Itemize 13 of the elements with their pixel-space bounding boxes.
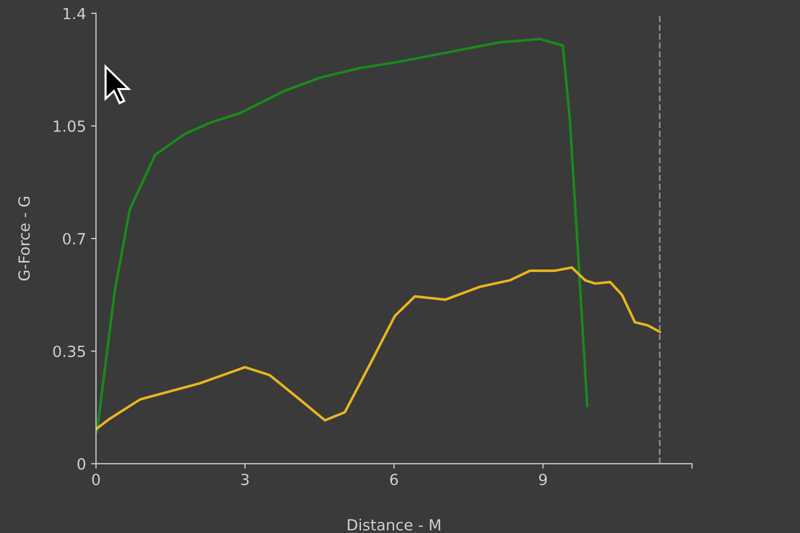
y-tick-label: 0.35 [53, 346, 85, 358]
x-tick-label: 9 [539, 474, 547, 486]
y-axis-title: G-Force - G [18, 196, 30, 281]
y-tick-label: 0 [78, 458, 86, 470]
line-series [96, 38, 588, 433]
y-tick-label: 1.4 [64, 8, 86, 20]
x-tick-label: 6 [390, 474, 398, 486]
y-tick-label: 0.7 [62, 232, 85, 245]
x-tick-label: 3 [241, 474, 249, 486]
x-axis-title: Distance - M [348, 518, 440, 531]
y-tick-label: 1.05 [54, 120, 85, 132]
x-tick-label: 0 [92, 474, 100, 486]
line-series [96, 266, 661, 430]
